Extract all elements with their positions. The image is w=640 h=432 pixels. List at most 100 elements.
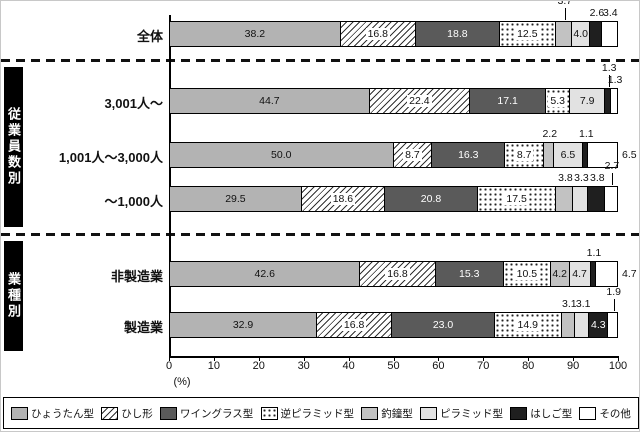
bar-segment: 50.0 xyxy=(170,143,394,167)
bar-segment: 15.3 xyxy=(435,262,504,286)
value-label: 18.8 xyxy=(447,28,468,40)
bar-segment: 16.8 xyxy=(340,22,416,46)
value-label: 8.7 xyxy=(514,149,534,161)
bar-segment: 32.9 xyxy=(170,313,318,337)
axis-tick xyxy=(528,357,530,361)
tick-label: 100 xyxy=(608,360,628,372)
bar-segment: 4.0 xyxy=(572,22,591,46)
group-sidebar: 従業員数別 xyxy=(4,67,23,227)
value-label: 6.5 xyxy=(622,149,637,161)
bar-segment xyxy=(587,187,605,211)
value-label: 1.1 xyxy=(586,247,602,259)
value-label: 44.7 xyxy=(259,95,280,107)
tick-label: 20 xyxy=(252,360,265,372)
bar-segment: 38.2 xyxy=(170,22,341,46)
bar-segment xyxy=(573,187,588,211)
value-label: 14.9 xyxy=(515,319,540,331)
x-axis-line xyxy=(169,356,619,358)
tick-label: 80 xyxy=(522,360,535,372)
bar-segment: 5.3 xyxy=(546,89,571,113)
bar-segment: 18.6 xyxy=(301,187,385,211)
axis-tick xyxy=(573,357,575,361)
value-label: 3.4 xyxy=(603,7,618,19)
bar-segment xyxy=(601,22,617,46)
bar-segment xyxy=(555,22,573,46)
bar-segment: 6.5 xyxy=(553,143,583,167)
value-label: 16.8 xyxy=(365,28,391,40)
bar-segment: 22.4 xyxy=(369,89,470,113)
bar-segment: 17.5 xyxy=(477,187,557,211)
value-label: 1.3 xyxy=(607,74,623,86)
legend-label: その他 xyxy=(599,407,631,420)
bar-segment xyxy=(575,313,590,337)
legend-label: ワイングラス型 xyxy=(179,407,254,420)
bar-segment: 18.8 xyxy=(415,22,500,46)
legend-item: ワイングラス型 xyxy=(159,406,254,421)
y-axis-line xyxy=(169,15,171,356)
axis-tick xyxy=(618,357,619,361)
value-label: 2.6 xyxy=(589,7,605,19)
value-label: 42.6 xyxy=(254,268,275,280)
row-label: 3,001人～ xyxy=(104,96,163,111)
bar-segment: 4.7 xyxy=(569,262,591,286)
bar-segment xyxy=(587,143,617,167)
legend-swatch xyxy=(260,406,278,420)
bar-row: 32.9 16.8 23.0 14.9 4.3 xyxy=(169,312,618,338)
value-label: 1.1 xyxy=(579,128,594,140)
group-sidebar: 業種別 xyxy=(4,241,23,351)
group-label: 業種別 xyxy=(6,272,21,320)
axis-tick xyxy=(169,357,170,361)
value-label: 1.3 xyxy=(601,62,617,74)
value-label: 2.7 xyxy=(604,160,620,172)
value-label: 17.5 xyxy=(504,193,529,205)
value-label: 16.3 xyxy=(458,149,479,161)
bar-segment xyxy=(590,22,602,46)
legend-label: ひし形 xyxy=(121,407,153,420)
value-label: 23.0 xyxy=(432,319,454,331)
legend-item: その他 xyxy=(579,406,631,421)
bar-segment: 16.8 xyxy=(360,262,436,286)
value-label: 4.2 xyxy=(552,268,568,280)
value-label: 4.7 xyxy=(622,268,637,280)
bar-row: 29.5 18.6 20.8 17.5 xyxy=(169,186,618,212)
bar-segment: 8.7 xyxy=(393,143,433,167)
separator-line xyxy=(1,233,639,236)
value-label: 8.7 xyxy=(403,149,422,161)
legend-label: ひょうたん型 xyxy=(31,407,94,420)
value-label: 3.8 xyxy=(590,172,605,184)
value-label: 29.5 xyxy=(225,193,246,205)
value-label: 3.1 xyxy=(575,298,591,310)
bar-segment xyxy=(605,89,612,113)
legend-label: ピラミッド型 xyxy=(439,407,503,420)
bar-segment: 10.5 xyxy=(503,262,551,286)
legend-swatch xyxy=(419,406,437,420)
axis-tick xyxy=(348,357,350,361)
axis-tick xyxy=(303,357,305,361)
value-label: 4.0 xyxy=(573,28,589,40)
bar-segment: 23.0 xyxy=(392,313,495,337)
row-label: 全体 xyxy=(136,29,163,44)
value-label: 1.9 xyxy=(606,286,622,298)
value-label: 3.8 xyxy=(558,172,573,184)
value-label: 3.1 xyxy=(561,298,577,310)
value-label: 15.3 xyxy=(458,268,480,280)
axis-tick xyxy=(258,357,260,361)
bar-segment: 29.5 xyxy=(170,187,302,211)
axis-unit-label: (%) xyxy=(173,376,191,388)
legend-item: はしご型 xyxy=(510,406,572,421)
bar-segment: 16.8 xyxy=(317,313,393,337)
legend-swatch xyxy=(101,406,119,420)
separator-line xyxy=(1,59,639,62)
legend: ひょうたん型 ひし形 ワイングラス型 逆ピラミッド型 釣鐘型 ピラミッド型 はしご型 その他 xyxy=(3,397,639,429)
leader-line xyxy=(564,8,566,20)
value-label: 50.0 xyxy=(271,149,292,161)
bar-segment: 17.1 xyxy=(469,89,547,113)
tick-label: 90 xyxy=(566,360,580,372)
legend-item: 釣鐘型 xyxy=(361,406,413,421)
bar-segment: 16.3 xyxy=(432,143,506,167)
leader-line xyxy=(613,299,615,311)
value-label: 18.6 xyxy=(330,193,356,205)
legend-swatch xyxy=(361,406,379,420)
leader-line xyxy=(611,173,613,185)
